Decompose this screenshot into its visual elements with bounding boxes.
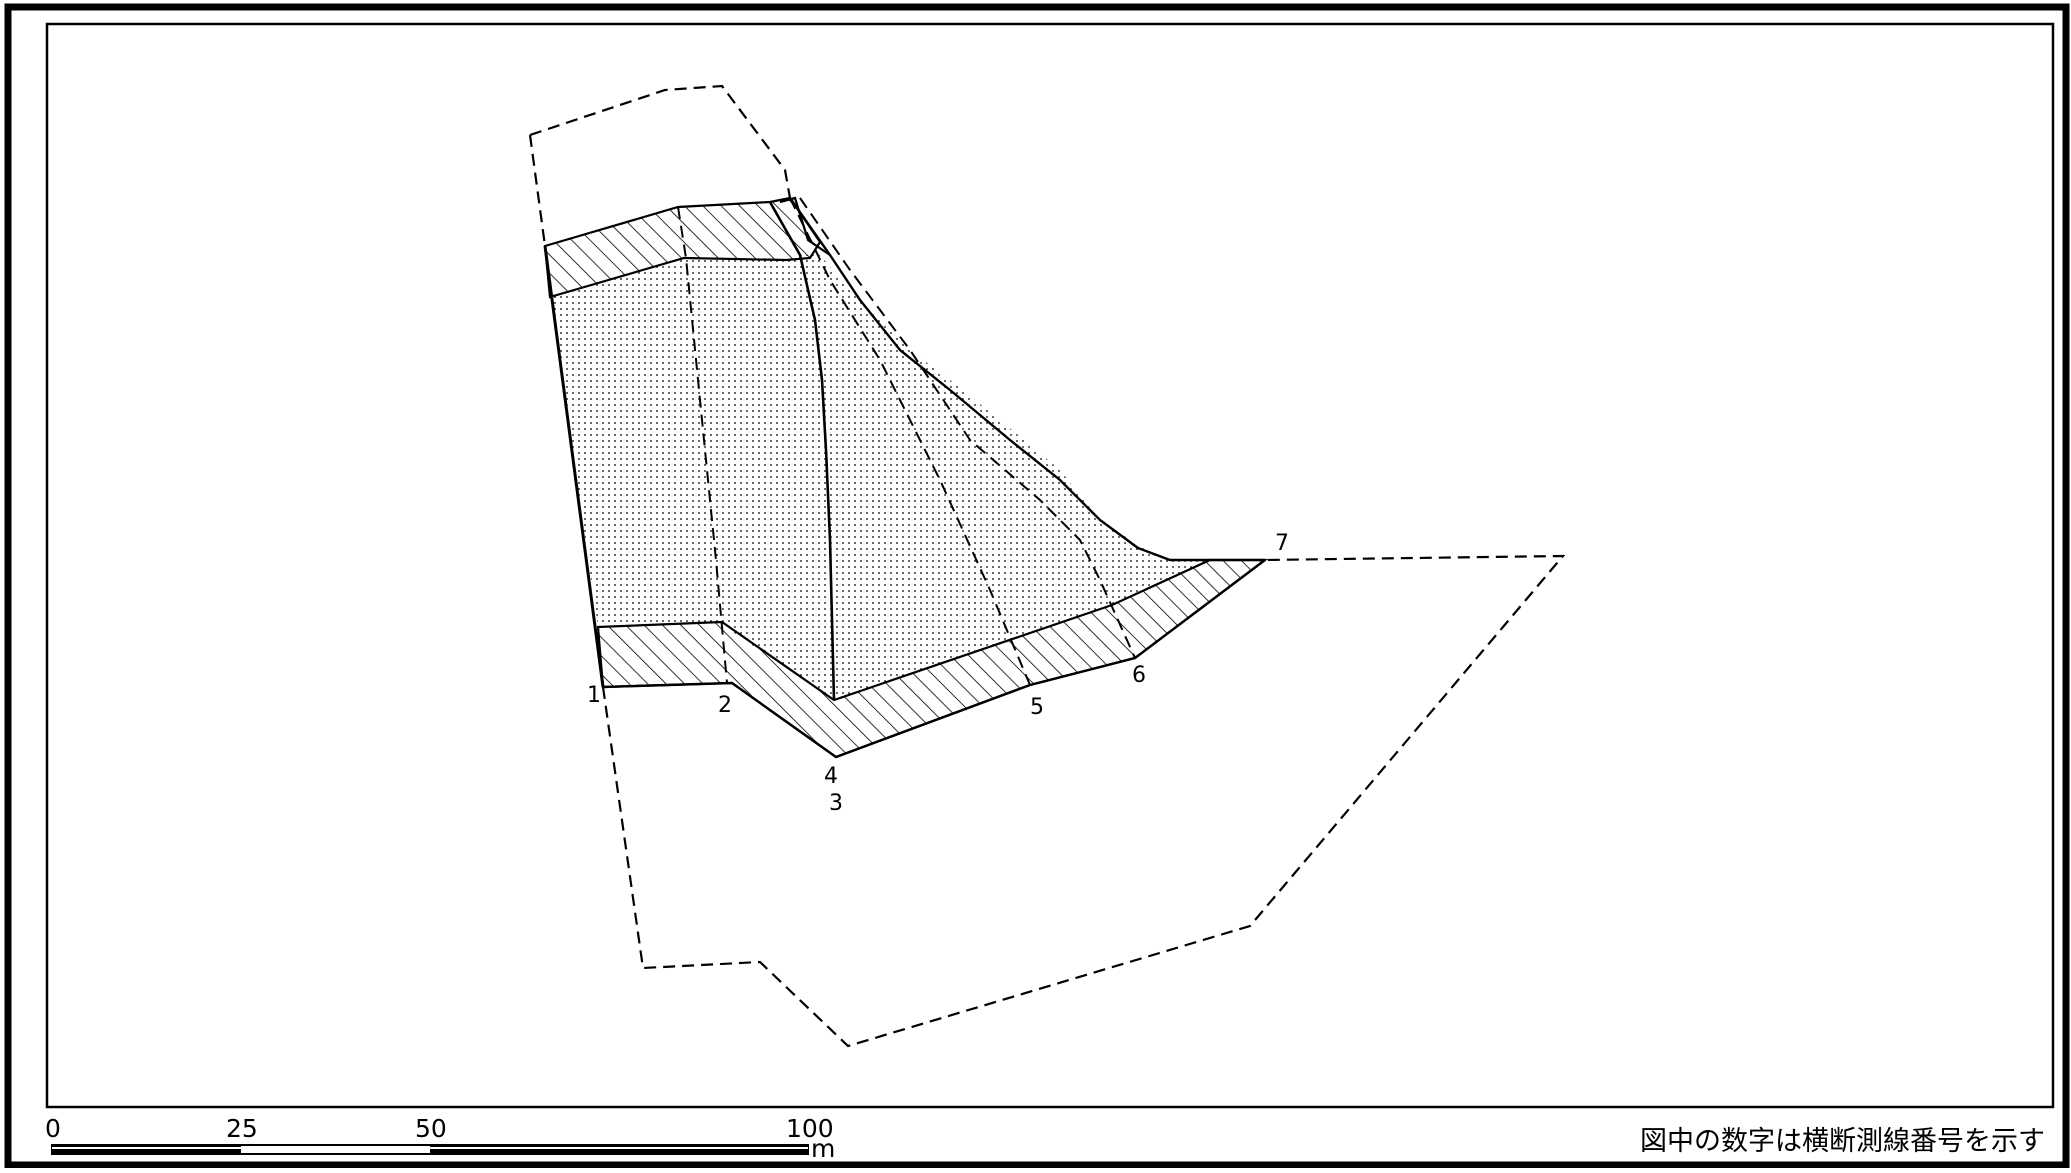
figure-note: 図中の数字は横断測線番号を示す [1640, 1126, 2045, 1157]
section-label-7: 7 [1275, 531, 1289, 556]
survey-line-6 [799, 197, 1136, 659]
section-label-3: 3 [829, 791, 843, 816]
scale-bar: 0 25 50 100 m [45, 1114, 835, 1163]
secondary-solid [779, 196, 831, 256]
landslide-body [550, 255, 1210, 700]
toe-outline [602, 559, 1266, 759]
section-label-4: 4 [824, 764, 838, 789]
scale-tick-0: 0 [45, 1114, 61, 1143]
main-scarp-solid [768, 201, 836, 701]
outer-frame [4, 3, 2070, 1169]
section-label-1: 1 [587, 683, 601, 708]
section-label-6: 6 [1132, 663, 1146, 688]
scale-tick-100: 100 [786, 1114, 834, 1143]
scale-unit: m [811, 1134, 835, 1163]
scale-tick-50: 50 [415, 1114, 447, 1143]
right-boundary [789, 197, 1265, 562]
section-label-2: 2 [718, 693, 732, 718]
block-boundary-left-dashed [528, 134, 547, 247]
survey-line-2 [677, 206, 728, 684]
block-boundary-dashed [529, 84, 792, 199]
section-label-5: 5 [1030, 695, 1044, 720]
survey-line-5 [789, 197, 1031, 686]
left-boundary [543, 245, 605, 688]
scale-tick-25: 25 [226, 1114, 258, 1143]
map-frame [45, 22, 2055, 1109]
block-boundary-lower-dashed [601, 554, 1566, 1048]
